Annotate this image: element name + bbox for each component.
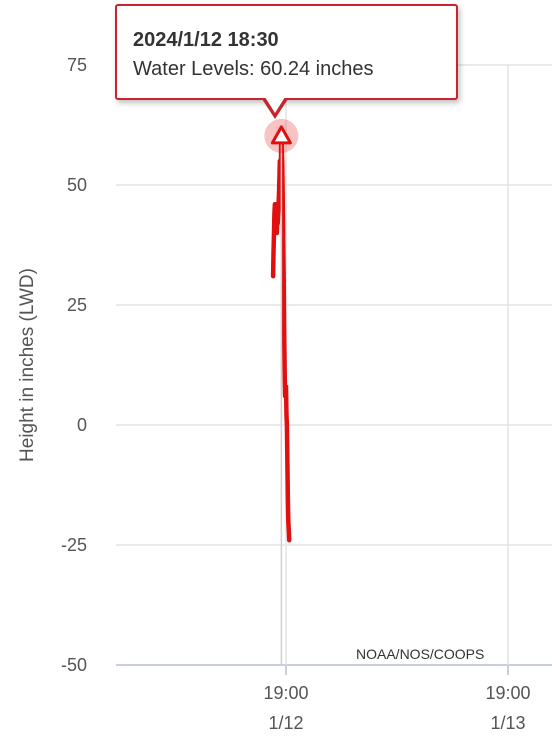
triangle-marker-icon bbox=[270, 125, 292, 145]
grid-lines bbox=[116, 64, 552, 666]
x-tick-date: 1/13 bbox=[490, 713, 525, 733]
tooltip-value: Water Levels: 60.24 inches bbox=[133, 58, 374, 80]
data-tooltip: 2024/1/12 18:30 Water Levels: 60.24 inch… bbox=[115, 4, 458, 100]
x-axis-ticks: 19:00 1/12 19:00 1/13 bbox=[263, 665, 531, 733]
x-tick-date: 1/12 bbox=[268, 713, 303, 733]
y-tick-label: -25 bbox=[61, 535, 87, 555]
y-tick-label: -50 bbox=[61, 655, 87, 675]
y-axis-label: Height in inches (LWD) bbox=[17, 268, 38, 462]
highlight-marker[interactable] bbox=[264, 118, 299, 665]
y-tick-label: 75 bbox=[67, 55, 87, 75]
tooltip-pointer-fill bbox=[265, 97, 285, 113]
y-axis-ticks: 75 50 25 0 -25 -50 bbox=[61, 55, 87, 675]
tooltip-date: 2024/1/12 18:30 bbox=[133, 29, 279, 51]
y-tick-label: 25 bbox=[67, 295, 87, 315]
y-tick-label: 50 bbox=[67, 175, 87, 195]
y-tick-label: 0 bbox=[77, 415, 87, 435]
x-tick-time: 19:00 bbox=[485, 683, 530, 703]
credit-text: NOAA/NOS/COOPS bbox=[356, 646, 484, 662]
x-tick-time: 19:00 bbox=[263, 683, 308, 703]
